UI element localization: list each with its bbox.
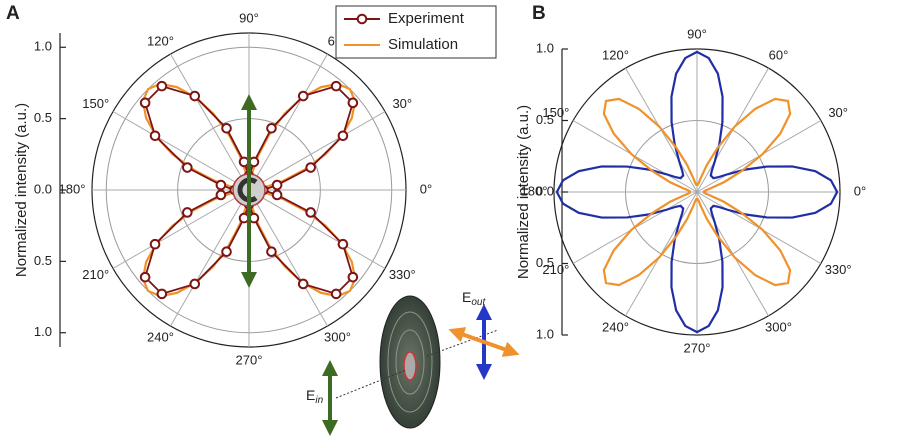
data-point [337, 238, 349, 250]
theta-tick-label: 150° [82, 96, 109, 111]
theta-tick-label: 270° [684, 340, 711, 355]
e-base: E [462, 289, 471, 305]
theta-tick-label: 0° [854, 183, 866, 198]
data-point [221, 123, 232, 134]
data-point [271, 179, 283, 191]
grid-spoke [170, 53, 250, 191]
legend-label: Simulation [388, 36, 458, 53]
r-tick-label: 0.5 [34, 253, 52, 268]
data-point [156, 80, 168, 92]
data-point [149, 130, 161, 142]
grid-spoke [112, 111, 250, 191]
theta-tick-label: 120° [602, 47, 629, 62]
theta-tick-label: 180° [521, 183, 548, 198]
data-point [305, 207, 316, 218]
theta-tick-label: 60° [769, 47, 789, 62]
legend-marker [356, 13, 368, 25]
theta-tick-label: 90° [687, 26, 707, 41]
panel-letter: A [6, 3, 20, 24]
e-base: E [306, 387, 315, 403]
theta-tick-label: 90° [239, 10, 259, 25]
theta-tick-label: 210° [82, 267, 109, 282]
r-tick-label: 1.0 [536, 326, 554, 341]
grid-spoke [112, 189, 250, 269]
r-tick-label: 1.0 [34, 324, 52, 339]
data-point [297, 90, 309, 102]
data-point [266, 246, 277, 257]
data-point [330, 80, 342, 92]
r-tick-label: 0.0 [536, 183, 554, 198]
theta-tick-label: 240° [602, 319, 629, 334]
r-tick-label: 0.5 [536, 255, 554, 270]
series-line [555, 50, 839, 334]
data-point [221, 246, 232, 257]
e-out-label: Eout [462, 289, 486, 308]
grid-spoke [248, 189, 386, 269]
data-point [347, 271, 359, 283]
disk-ring [387, 311, 433, 413]
data-point [149, 238, 161, 250]
e-sub: in [315, 395, 323, 406]
data-point [156, 288, 168, 300]
panel-letter: B [532, 3, 546, 24]
grid-spoke [248, 189, 328, 327]
theta-tick-label: 240° [147, 330, 174, 345]
r-tick-label: 0.0 [34, 181, 52, 196]
data-point [189, 278, 201, 290]
theta-tick-label: 180° [59, 181, 86, 196]
data-point [182, 162, 193, 173]
data-point [189, 90, 201, 102]
data-point [305, 162, 316, 173]
overlay: Ein Eout [232, 94, 520, 436]
y-axis-title: Normalized intensity (a.u.) [13, 103, 30, 277]
plots: A 0° 30° 60° 90° 120° 150° 180° 210° 240° 270° 300°… [6, 3, 866, 367]
theta-tick-label: 30° [828, 105, 848, 120]
theta-tick-label: 0° [420, 181, 432, 196]
y-axis-title: Normalized intensity (a.u.) [515, 105, 532, 279]
data-point [182, 207, 193, 218]
e-sub: out [471, 297, 486, 308]
data-point [139, 271, 151, 283]
disk-center [403, 351, 417, 381]
series-line [602, 97, 792, 287]
theta-tick-label: 270° [236, 352, 263, 367]
data-point [215, 189, 227, 201]
theta-tick-label: 300° [765, 319, 792, 334]
data-point [139, 97, 151, 109]
data-point [266, 123, 277, 134]
data-point [271, 189, 283, 201]
data-point [330, 288, 342, 300]
output-arrow [448, 327, 520, 357]
r-tick-label: 1.0 [34, 39, 52, 54]
theta-tick-label: 300° [324, 330, 351, 345]
legend-label: Experiment [388, 10, 465, 27]
theta-tick-label: 330° [825, 262, 852, 277]
data-point [337, 130, 349, 142]
r-tick-label: 0.5 [536, 112, 554, 127]
e-in-label: Ein [306, 387, 324, 406]
grid-spoke [248, 111, 386, 191]
grid-spoke [170, 189, 250, 327]
theta-tick-label: 30° [392, 96, 412, 111]
r-tick-label: 1.0 [536, 40, 554, 55]
grid-spoke [248, 53, 328, 191]
data-point [347, 97, 359, 109]
theta-tick-label: 120° [147, 33, 174, 48]
r-tick-label: 0.5 [34, 110, 52, 125]
theta-tick-label: 330° [389, 267, 416, 282]
data-point [215, 179, 227, 191]
beam-line [335, 369, 407, 399]
data-point [297, 278, 309, 290]
disk-ring [395, 329, 425, 395]
